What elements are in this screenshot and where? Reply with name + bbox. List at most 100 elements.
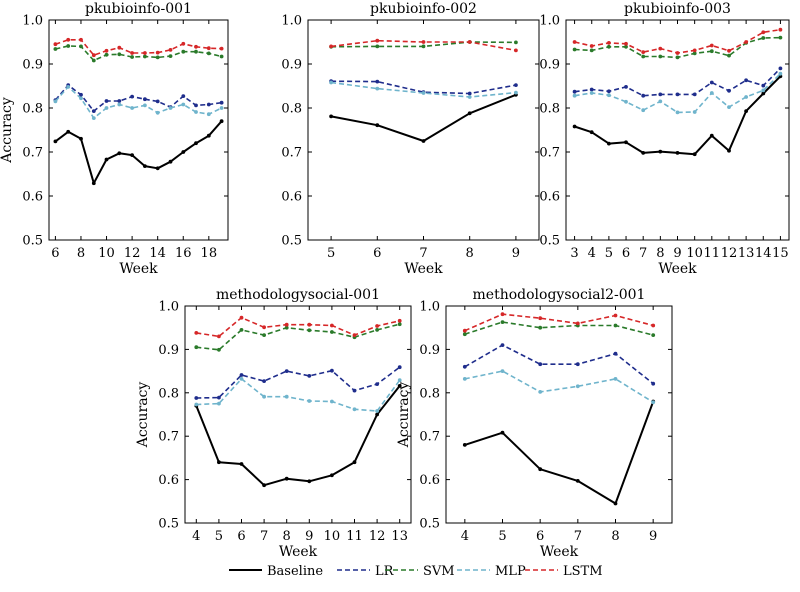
data-point-baseline [538, 467, 543, 472]
data-point-lr [330, 368, 334, 373]
data-point-svm [117, 52, 122, 57]
data-point-svm [66, 44, 71, 48]
x-tick-label: 6 [622, 246, 630, 261]
data-point-mlp [709, 91, 714, 95]
data-point-svm [624, 44, 628, 49]
y-tick-label: 0.8 [22, 102, 43, 117]
data-point-lstm [375, 324, 379, 328]
x-axis-label: Week [658, 261, 697, 277]
y-tick-label: 0.6 [281, 190, 302, 205]
data-point-mlp [194, 402, 199, 407]
x-tick-label: 8 [656, 246, 664, 261]
data-point-baseline [104, 157, 109, 162]
data-point-lstm [239, 315, 244, 320]
x-axis-label: Week [119, 261, 158, 277]
series-svm [194, 322, 402, 352]
series-line-svm [196, 323, 400, 351]
data-point-mlp [79, 96, 83, 101]
data-point-lstm [155, 50, 160, 55]
series-line-baseline [464, 401, 655, 505]
x-tick-label: 15 [772, 246, 789, 261]
legend-label-lstm: LSTM [563, 564, 603, 579]
data-point-mlp [744, 95, 748, 99]
data-point-baseline [143, 164, 147, 169]
data-point-baseline [761, 91, 766, 96]
data-point-lr [607, 89, 611, 94]
data-point-svm [104, 52, 109, 57]
x-tick-label: 10 [324, 529, 341, 544]
series-line-lstm [464, 313, 654, 332]
data-point-svm [79, 44, 83, 49]
data-point-lr [538, 362, 543, 367]
data-point-mlp [329, 80, 333, 85]
data-point-lr [375, 79, 380, 84]
legend-label-mlp: MLP [495, 564, 526, 579]
x-tick-label: 7 [574, 529, 582, 544]
data-point-svm [219, 54, 224, 59]
data-point-lstm [104, 48, 109, 53]
y-tick-label: 0.6 [22, 190, 43, 205]
y-tick-label: 0.9 [281, 58, 302, 73]
data-point-lr [709, 80, 714, 85]
plot-area-frame [48, 19, 229, 241]
data-point-svm [500, 320, 505, 324]
data-point-mlp [155, 110, 160, 115]
data-point-svm [641, 54, 646, 59]
data-point-lr [91, 109, 96, 113]
plot-area-frame [184, 305, 412, 524]
y-tick-label: 1.0 [281, 14, 302, 29]
x-tick-label: 14 [149, 246, 166, 261]
data-point-baseline [572, 124, 577, 129]
data-point-lr [206, 102, 211, 107]
data-point-baseline [217, 460, 221, 465]
x-tick-label: 3 [570, 246, 578, 261]
data-point-lr [155, 99, 160, 104]
data-point-baseline [641, 151, 646, 155]
data-point-baseline [284, 476, 289, 481]
data-point-baseline [778, 74, 783, 79]
y-tick-label: 0.5 [158, 517, 179, 532]
x-tick-label: 5 [215, 529, 223, 544]
series-lstm [329, 38, 518, 53]
series-line-mlp [54, 86, 222, 119]
chart-title: pkubioinfo-003 [624, 1, 731, 17]
legend-label-svm: SVM [423, 564, 455, 579]
data-point-svm [284, 325, 289, 330]
legend-entry-baseline: Baseline [229, 564, 323, 579]
x-tick-label: 13 [391, 529, 408, 544]
chart-title: methodologysocial-001 [216, 287, 380, 303]
data-point-lstm [607, 41, 611, 45]
data-point-svm [206, 51, 211, 56]
data-point-lr [130, 94, 135, 99]
series-lstm [572, 27, 783, 55]
y-tick-label: 1.0 [539, 14, 560, 29]
y-tick-label: 0.8 [419, 386, 440, 401]
data-point-baseline [53, 139, 58, 144]
data-point-lr [641, 93, 646, 98]
data-point-lstm [307, 322, 312, 327]
data-point-lstm [467, 40, 472, 44]
series-line-svm [55, 45, 222, 62]
chart-panel-pkubioinfo-002: pkubioinfo-002 0.5 0.6 0.7 0.8 0.9 1.0 5 6 7 8 9 Wee… [281, 1, 540, 277]
x-tick-label: 6 [237, 529, 245, 544]
data-point-baseline [130, 153, 135, 158]
data-point-lstm [651, 323, 656, 328]
legend: Baseline LR SVM MLP LSTM [229, 564, 603, 579]
series-svm [53, 44, 224, 63]
x-tick-label: 9 [649, 529, 657, 544]
x-tick-label: 11 [346, 529, 363, 544]
data-point-lstm [206, 46, 211, 51]
data-point-mlp [375, 86, 380, 91]
data-point-svm [651, 333, 656, 337]
y-tick-label: 0.8 [539, 102, 560, 117]
data-point-baseline [575, 479, 580, 483]
data-point-mlp [181, 102, 186, 107]
data-point-mlp [330, 399, 334, 404]
x-tick-label: 6 [373, 246, 381, 261]
data-point-mlp [658, 99, 663, 104]
x-tick-label: 6 [536, 529, 544, 544]
x-tick-label: 7 [260, 529, 268, 544]
data-point-lr [744, 78, 748, 83]
data-point-lstm [658, 46, 663, 51]
data-point-mlp [117, 102, 122, 107]
